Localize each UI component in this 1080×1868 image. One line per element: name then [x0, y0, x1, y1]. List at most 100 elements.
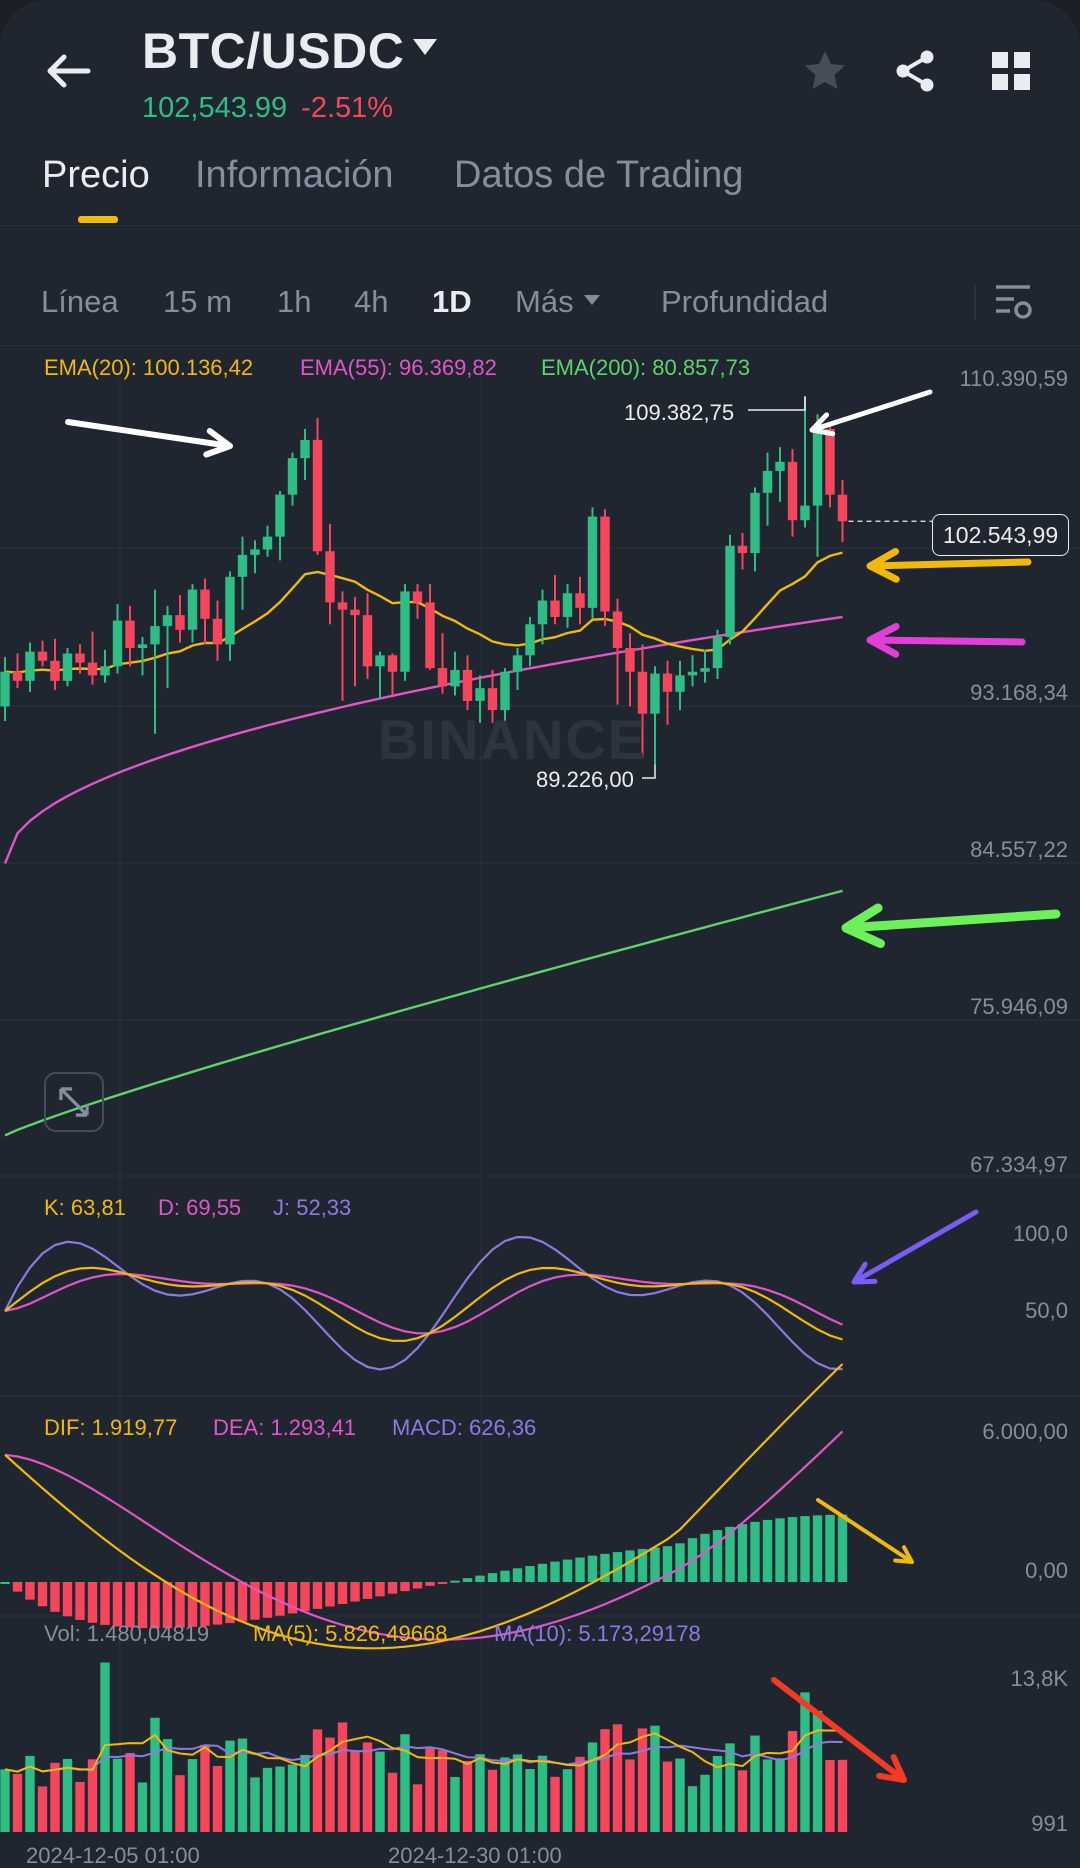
macd-histogram-bar [500, 1570, 510, 1582]
ema55-line [3, 615, 843, 864]
candle-body [25, 651, 35, 681]
macd-histogram-bar [337, 1582, 348, 1605]
caret-down-icon[interactable] [410, 36, 440, 60]
macd-histogram-bar [162, 1582, 173, 1629]
chart-settings-icon[interactable] [994, 282, 1034, 322]
candle-body [175, 615, 185, 630]
macd-histogram-bar [137, 1582, 148, 1629]
volume-bar [450, 1777, 460, 1832]
volume-bar [812, 1710, 823, 1832]
macd-histogram-bar [700, 1533, 710, 1582]
macd-histogram-bar [525, 1566, 535, 1582]
interval-1d[interactable]: 1D [432, 284, 472, 319]
volume-bar [550, 1776, 560, 1832]
volume-axis-label: 991 [1031, 1811, 1068, 1836]
candle-body [462, 669, 473, 701]
grid-menu-icon[interactable] [988, 48, 1034, 94]
kdj-j-legend: J: 52,33 [273, 1195, 352, 1220]
candle-body [312, 439, 323, 552]
candle-body [87, 662, 98, 676]
interval-depth[interactable]: Profundidad [661, 284, 829, 319]
expand-icon[interactable] [44, 1072, 104, 1132]
volume-bar [537, 1755, 548, 1832]
candle-body [687, 671, 698, 676]
interval-1h[interactable]: 1h [277, 284, 312, 319]
chart-canvas[interactable] [0, 346, 1080, 1868]
volume-bar [725, 1743, 735, 1832]
candle-body [812, 428, 823, 506]
macd-histogram-bar [362, 1582, 373, 1599]
price-axis-label: 110.390,59 [959, 366, 1068, 391]
volume-bar [200, 1744, 210, 1832]
divider [0, 345, 1080, 346]
volume-bar [75, 1781, 85, 1832]
volume-bar [137, 1782, 148, 1832]
interval-line[interactable]: Línea [41, 284, 119, 319]
interval-4h[interactable]: 4h [354, 284, 389, 319]
candle-body [500, 671, 510, 711]
candle-body [612, 611, 623, 649]
candle-body [325, 551, 335, 603]
share-icon[interactable] [892, 48, 938, 94]
interval-15m[interactable]: 15 m [163, 284, 232, 319]
ema200-legend: EMA(200): 80.857,73 [541, 355, 751, 380]
macd-histogram-bar [637, 1548, 648, 1582]
macd-histogram-bar [537, 1563, 548, 1582]
kdj-k-line [4, 1266, 843, 1343]
candle-body [200, 589, 210, 619]
star-icon[interactable] [802, 48, 848, 94]
volume-bar [337, 1722, 348, 1832]
macd-histogram-bar [725, 1526, 735, 1582]
volume-bar [387, 1772, 398, 1832]
macd-axis-label: 0,00 [1025, 1558, 1068, 1583]
candle-body [125, 620, 135, 649]
kdj-j-line [4, 1235, 843, 1371]
volume-bar [800, 1692, 810, 1832]
macd-value-legend: MACD: 626,36 [392, 1415, 537, 1440]
candle-body [700, 668, 710, 672]
macd-histogram-bar [462, 1578, 473, 1582]
volume-bar [662, 1761, 673, 1832]
candle-body [12, 671, 23, 681]
candle-body [775, 461, 785, 471]
high-price-label: 109.382,75 [624, 400, 735, 425]
interval-more[interactable]: Más [515, 284, 602, 320]
volume-bar [362, 1742, 373, 1832]
annotation-arrow-icon [866, 547, 1032, 583]
kdj-d-legend: D: 69,55 [158, 1195, 242, 1220]
macd-histogram-bar [25, 1582, 35, 1600]
candle-body [637, 671, 648, 714]
tab-informacion[interactable]: Información [195, 154, 394, 196]
macd-histogram-bar [375, 1582, 385, 1597]
pair-title[interactable]: BTC/USDC [142, 23, 405, 79]
volume-bar [462, 1760, 473, 1832]
current-price-tag[interactable]: 102.543,99 [932, 514, 1070, 556]
macd-histogram-bar [150, 1582, 160, 1629]
candle-body [75, 653, 85, 663]
volume-bar [212, 1766, 223, 1832]
candle-body [262, 536, 273, 550]
macd-histogram-bar [825, 1514, 835, 1582]
ema20-legend: EMA(20): 100.136,42 [44, 355, 254, 380]
macd-histogram-bar [75, 1582, 85, 1620]
volume-bar [187, 1759, 198, 1832]
volume-bar [437, 1750, 448, 1832]
tab-precio[interactable]: Precio [42, 154, 150, 196]
candle-body [712, 637, 723, 669]
candle-body [50, 660, 60, 681]
back-arrow-icon[interactable] [44, 46, 94, 96]
volume-bar [512, 1754, 523, 1832]
macd-histogram-bar [675, 1543, 685, 1582]
volume-bar [500, 1757, 510, 1832]
candle-body [450, 669, 460, 687]
volume-ma5-line [4, 1729, 843, 1773]
tab-datos-trading[interactable]: Datos de Trading [454, 154, 744, 196]
macd-histogram-bar [575, 1557, 585, 1582]
candle-body [37, 651, 48, 661]
candle-body [512, 655, 523, 672]
volume-bar [487, 1769, 498, 1832]
volume-bar [125, 1752, 135, 1832]
price-change: -2.51% [301, 92, 394, 124]
volume-bar [562, 1769, 573, 1832]
